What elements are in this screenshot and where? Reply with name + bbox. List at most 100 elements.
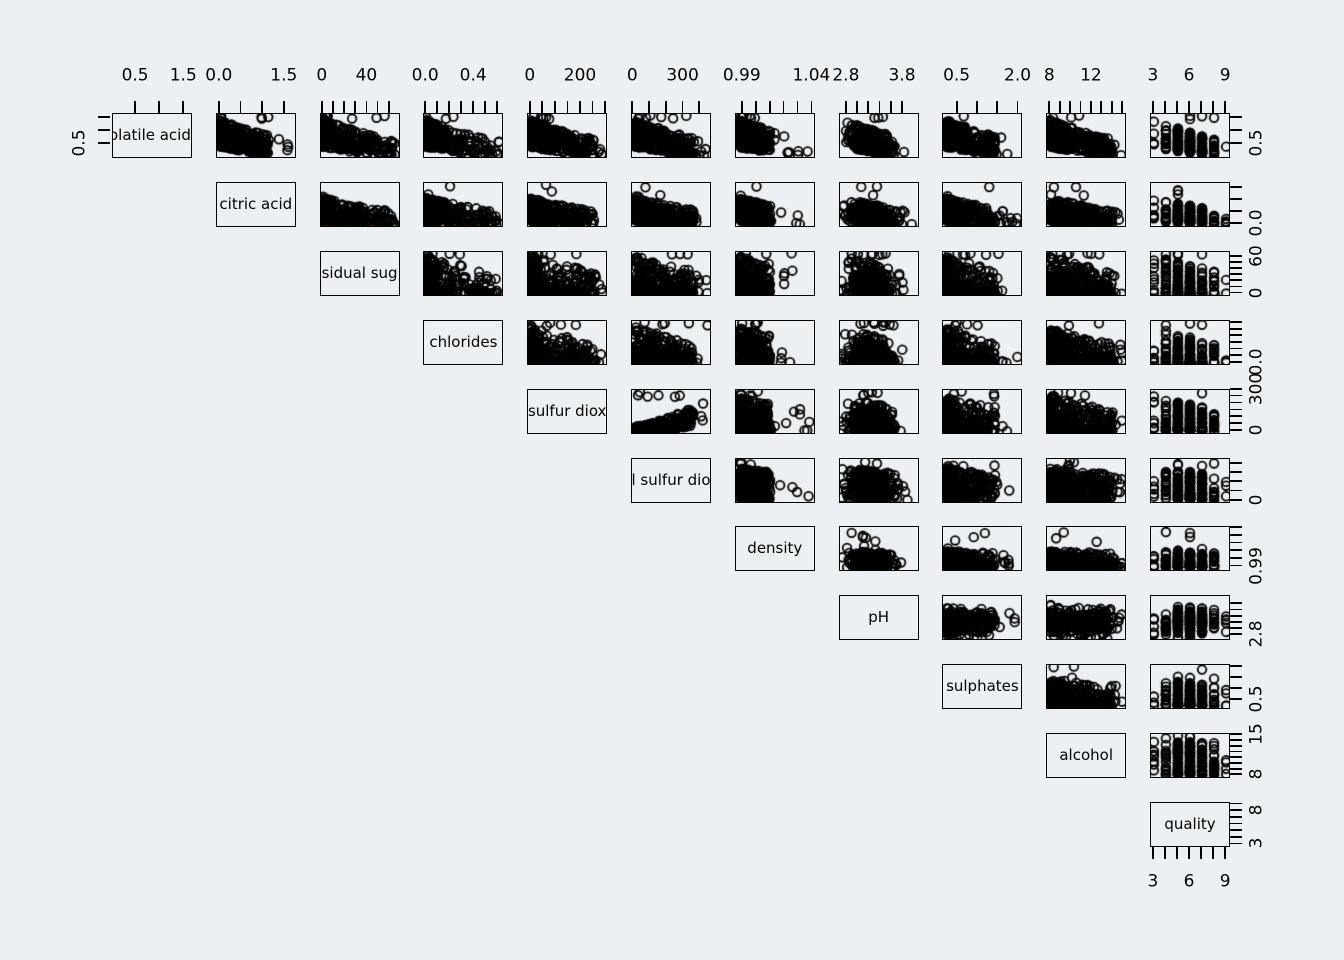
- top-axis-tick: [698, 101, 701, 113]
- scatter-cell-residual-sugar-vs-sulphates: [942, 250, 1023, 296]
- scatter-canvas: [735, 251, 814, 295]
- scatter-cell-free-sulfur-dioxide-vs-quality: [1150, 388, 1230, 434]
- right-axis-label: 0.5: [1246, 685, 1267, 713]
- top-axis-tick: [856, 101, 858, 113]
- right-axis-tick: [1229, 222, 1242, 225]
- scatter-cell-pH-vs-alcohol: [1046, 595, 1127, 641]
- right-axis-tick: [1229, 480, 1242, 483]
- scatter-cell-citric-acid-vs-chlorides: [423, 181, 504, 227]
- scatter-cell-volatile-acidity-vs-alcohol: [1046, 113, 1127, 158]
- scatter-cell-residual-sugar-vs-chlorides: [423, 250, 504, 296]
- top-axis-tick: [867, 101, 870, 113]
- top-axis-tick: [1016, 101, 1019, 113]
- right-axis-tick: [1229, 633, 1242, 636]
- scatter-cell-citric-acid-vs-sulphates: [942, 181, 1023, 227]
- top-axis-tick: [1100, 101, 1103, 113]
- scatter-canvas: [735, 389, 814, 433]
- right-axis-label: 15: [1246, 723, 1267, 746]
- scatter-cell-density-vs-alcohol: [1046, 526, 1127, 572]
- scatter-canvas: [943, 596, 1022, 640]
- right-axis-tick: [1229, 564, 1242, 567]
- top-axis-tick: [1151, 101, 1154, 113]
- top-axis-tick: [424, 101, 427, 113]
- top-axis-label: 1.5: [270, 65, 298, 86]
- right-axis-tick: [1229, 687, 1242, 690]
- scatter-cell-volatile-acidity-vs-pH: [838, 113, 919, 158]
- top-axis-label: 8: [1043, 65, 1055, 86]
- scatter-cell-alcohol-vs-quality: [1150, 733, 1230, 779]
- scatter-canvas: [1047, 665, 1126, 709]
- scatter-canvas: [943, 389, 1022, 433]
- top-axis-tick: [768, 101, 771, 113]
- right-axis-tick: [1229, 621, 1242, 623]
- bottom-axis-tick: [1212, 846, 1214, 859]
- top-axis-tick: [320, 101, 323, 113]
- scatter-cell-volatile-acidity-vs-free-sulfur-dioxide: [527, 113, 608, 158]
- top-axis-tick: [1212, 101, 1214, 113]
- scatter-cell-free-sulfur-dioxide-vs-sulphates: [942, 388, 1023, 434]
- right-axis-tick: [1229, 767, 1242, 770]
- top-axis-tick: [754, 101, 757, 113]
- scatter-cell-chlorides-vs-quality: [1150, 319, 1230, 365]
- scatter-canvas: [528, 320, 607, 364]
- top-axis-tick: [343, 101, 345, 113]
- scatter-cell-density-vs-pH: [838, 526, 919, 572]
- top-axis-tick: [648, 101, 650, 113]
- scatter-canvas: [1151, 665, 1229, 709]
- diag-label-free-sulfur-dioxide: sulfur diox: [527, 388, 608, 434]
- right-axis-tick: [1229, 186, 1242, 189]
- top-axis-tick: [878, 101, 881, 113]
- scatter-canvas: [632, 182, 710, 226]
- scatter-cell-sulphates-vs-quality: [1150, 664, 1230, 710]
- top-axis-tick: [134, 101, 136, 113]
- scatter-cell-residual-sugar-vs-density: [734, 250, 815, 296]
- right-axis-tick: [1229, 815, 1242, 818]
- scatter-cell-density-vs-sulphates: [942, 526, 1023, 572]
- right-axis-tick: [1229, 608, 1242, 611]
- top-axis-label: 1.04: [792, 65, 831, 86]
- diag-label-sulphates: sulphates: [942, 664, 1023, 710]
- right-axis-label: 60: [1246, 244, 1267, 267]
- top-axis-tick: [448, 101, 451, 113]
- top-axis-tick: [1164, 101, 1166, 113]
- top-axis-tick: [844, 101, 847, 113]
- top-axis-label: 200: [563, 65, 597, 86]
- bottom-axis-tick: [1188, 846, 1190, 859]
- scatter-canvas: [735, 320, 814, 364]
- diag-label-alcohol: alcohol: [1046, 733, 1127, 779]
- right-axis-tick: [1229, 408, 1242, 411]
- top-axis-tick: [955, 101, 958, 113]
- top-axis-label: 0: [316, 65, 328, 86]
- right-axis-tick: [1229, 429, 1242, 432]
- scatter-canvas: [1151, 320, 1229, 364]
- top-axis-label: 2.8: [832, 65, 860, 86]
- right-axis-tick: [1229, 498, 1242, 501]
- top-axis-label: 1.5: [169, 65, 197, 86]
- scatter-canvas: [1047, 389, 1126, 433]
- scatter-canvas: [1047, 251, 1126, 295]
- right-axis-tick: [1229, 254, 1242, 257]
- bottom-axis-label: 3: [1147, 871, 1159, 892]
- scatter-canvas: [943, 114, 1022, 157]
- right-axis-tick: [1229, 291, 1242, 294]
- diag-label-volatile-acidity: olatile acidi: [112, 113, 192, 158]
- right-axis-tick: [1229, 354, 1242, 356]
- right-axis-tick: [1229, 664, 1242, 667]
- right-axis-tick: [1229, 744, 1242, 747]
- scatter-cell-volatile-acidity-vs-sulphates: [942, 113, 1023, 158]
- right-axis-tick: [1229, 533, 1242, 536]
- scatter-canvas: [1151, 596, 1229, 640]
- scatter-canvas: [735, 114, 814, 157]
- top-axis-tick: [566, 101, 569, 113]
- scatter-canvas: [1151, 458, 1229, 502]
- scatter-cell-free-sulfur-dioxide-vs-density: [734, 388, 815, 434]
- scatter-cell-citric-acid-vs-total-sulfur-dioxide: [631, 181, 711, 227]
- scatter-canvas: [528, 182, 607, 226]
- scatter-canvas: [632, 251, 710, 295]
- right-axis-label: 0: [1246, 424, 1267, 436]
- scatter-canvas: [632, 114, 710, 157]
- top-axis-label: 12: [1080, 65, 1102, 86]
- right-axis-label: 8: [1246, 804, 1267, 816]
- variable-label: pH: [868, 608, 889, 627]
- top-axis-tick: [901, 101, 903, 113]
